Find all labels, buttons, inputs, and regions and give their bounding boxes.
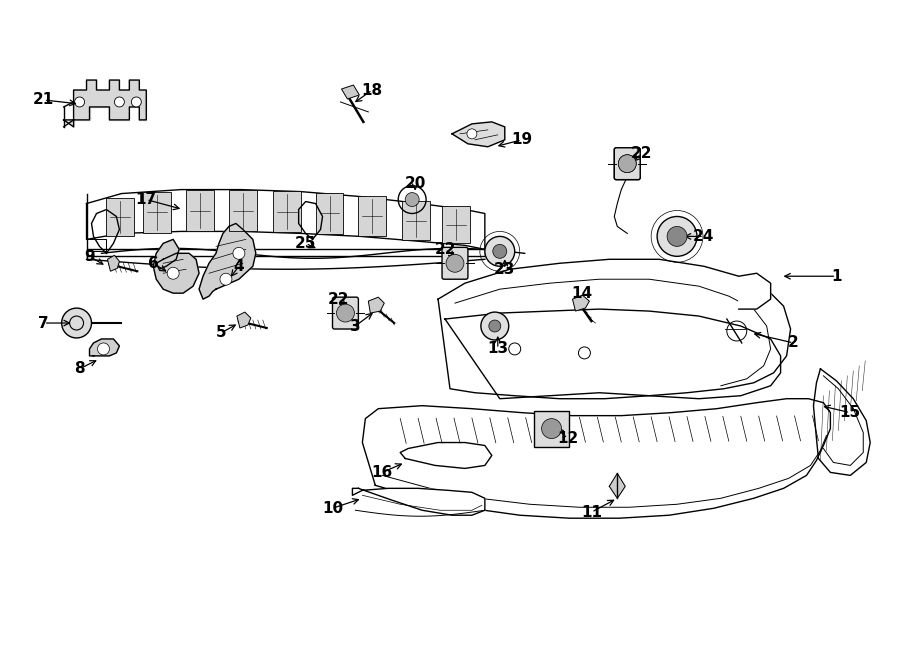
Text: 13: 13 [487, 342, 508, 356]
Circle shape [485, 237, 515, 266]
Circle shape [657, 217, 697, 256]
Polygon shape [89, 339, 120, 356]
Text: 10: 10 [322, 501, 343, 516]
Polygon shape [106, 198, 134, 236]
Polygon shape [814, 369, 870, 475]
Circle shape [220, 273, 232, 285]
Circle shape [114, 97, 124, 107]
Text: 1: 1 [831, 269, 842, 284]
Text: 14: 14 [571, 286, 592, 301]
Polygon shape [316, 193, 344, 234]
Text: 16: 16 [372, 465, 393, 480]
Text: 8: 8 [75, 362, 85, 376]
Circle shape [233, 247, 245, 259]
Polygon shape [64, 80, 147, 127]
Circle shape [167, 267, 179, 279]
Polygon shape [186, 190, 214, 231]
Polygon shape [402, 202, 430, 240]
Polygon shape [229, 190, 256, 231]
Polygon shape [572, 295, 590, 311]
Polygon shape [609, 473, 626, 498]
Text: 3: 3 [350, 319, 361, 334]
Polygon shape [368, 297, 384, 313]
Circle shape [337, 304, 355, 322]
Text: 24: 24 [693, 229, 715, 244]
Text: 15: 15 [840, 405, 861, 420]
Text: 6: 6 [148, 256, 158, 271]
Polygon shape [438, 259, 790, 399]
Polygon shape [199, 223, 256, 299]
Text: 9: 9 [85, 249, 94, 264]
Polygon shape [353, 488, 485, 515]
Polygon shape [86, 190, 485, 249]
Circle shape [446, 254, 464, 272]
Circle shape [493, 245, 507, 258]
Polygon shape [237, 312, 251, 328]
Circle shape [618, 155, 636, 173]
Circle shape [405, 192, 419, 206]
Polygon shape [107, 255, 120, 271]
Text: 17: 17 [136, 192, 157, 207]
Circle shape [667, 227, 687, 247]
Text: 23: 23 [494, 262, 516, 277]
Circle shape [61, 308, 92, 338]
Bar [534, 410, 570, 447]
Polygon shape [452, 122, 505, 147]
Text: 7: 7 [39, 315, 49, 330]
Text: 21: 21 [33, 93, 54, 108]
Text: 11: 11 [580, 505, 602, 520]
Circle shape [75, 97, 85, 107]
Circle shape [618, 155, 636, 173]
Polygon shape [442, 206, 470, 243]
Text: 19: 19 [511, 132, 532, 147]
Polygon shape [143, 192, 171, 233]
Polygon shape [153, 239, 199, 293]
Circle shape [97, 343, 110, 355]
Text: 2: 2 [788, 335, 799, 350]
Polygon shape [400, 442, 491, 469]
FancyBboxPatch shape [615, 148, 640, 180]
Text: 22: 22 [328, 292, 349, 307]
Circle shape [489, 320, 500, 332]
Text: 4: 4 [234, 258, 244, 274]
Circle shape [542, 418, 562, 438]
Text: 25: 25 [295, 236, 316, 251]
Polygon shape [363, 399, 831, 518]
FancyBboxPatch shape [442, 247, 468, 279]
Circle shape [131, 97, 141, 107]
Circle shape [467, 129, 477, 139]
FancyBboxPatch shape [332, 297, 358, 329]
Polygon shape [273, 190, 301, 233]
Text: 22: 22 [630, 146, 652, 161]
Polygon shape [739, 273, 770, 309]
Polygon shape [445, 309, 780, 399]
Text: 5: 5 [216, 325, 226, 340]
Circle shape [481, 312, 508, 340]
Text: 22: 22 [435, 242, 455, 257]
Text: 12: 12 [557, 431, 578, 446]
Text: 20: 20 [404, 176, 426, 191]
Text: 18: 18 [362, 83, 382, 98]
FancyBboxPatch shape [615, 148, 640, 180]
Polygon shape [358, 196, 386, 236]
Polygon shape [341, 85, 359, 99]
